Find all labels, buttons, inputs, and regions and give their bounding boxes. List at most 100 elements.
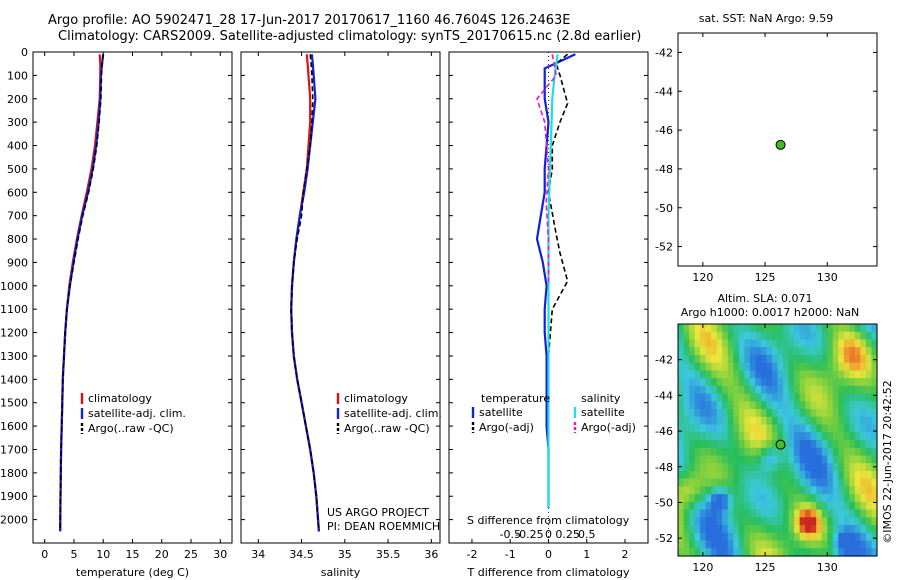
sla-cell: [755, 362, 762, 371]
sla-cell: [816, 370, 823, 379]
sla-cell: [810, 548, 817, 557]
sla-cell: [749, 501, 756, 511]
sla-cell: [749, 347, 756, 356]
sla-cell: [799, 455, 806, 464]
sla-cell: [783, 532, 790, 542]
sla-cell: [871, 548, 878, 557]
sla-cell: [783, 347, 790, 356]
sla-cell: [821, 548, 828, 557]
sla-cell: [799, 478, 806, 487]
sla-cell: [766, 331, 773, 341]
sla-cell: [777, 370, 784, 379]
sla-cell: [794, 447, 801, 457]
sla-cell: [749, 324, 756, 333]
sla-cell: [794, 532, 801, 542]
sla-cell: [821, 501, 828, 511]
depth-tick-label-8: 800: [7, 233, 28, 246]
sla-cell: [854, 331, 862, 341]
sla-cell: [716, 354, 723, 364]
sla-cell: [860, 385, 867, 395]
sla-cell: [799, 463, 806, 472]
sla-cell: [821, 401, 828, 410]
salinity-frame: [240, 51, 441, 544]
sla-cell: [832, 416, 839, 426]
sla-cell: [722, 532, 729, 542]
sla-cell: [843, 478, 850, 487]
sla-cell: [749, 393, 756, 402]
sla-cell: [865, 486, 873, 495]
sla-cell: [832, 509, 839, 518]
sla-cell: [865, 416, 873, 426]
sla-cell: [678, 416, 685, 426]
sla-cell: [766, 416, 773, 426]
sla-cell: [854, 339, 862, 348]
sla-cell: [716, 339, 723, 348]
sla-cell: [705, 354, 712, 364]
sla-cell: [722, 393, 729, 402]
sla-cell: [760, 331, 768, 341]
depth-tick-label-2: 200: [7, 93, 28, 106]
sla-cell: [805, 486, 812, 495]
sla-cell: [788, 362, 795, 371]
sla-cell: [865, 440, 873, 449]
sla-cell: [816, 486, 823, 495]
sla-cell: [805, 532, 812, 542]
sla-cell: [689, 393, 696, 402]
sla-cell: [760, 548, 768, 557]
sla-cell: [794, 378, 801, 387]
sla-cell: [733, 362, 740, 371]
sla-cell: [771, 447, 779, 457]
sla-cell: [738, 470, 745, 480]
sla-cell: [766, 470, 773, 480]
sla-cell: [805, 455, 812, 464]
sla-cell: [843, 324, 850, 333]
sla-cell: [871, 447, 878, 457]
sla-cell: [832, 370, 839, 379]
sla-cell: [733, 424, 740, 433]
sla-cell: [716, 540, 723, 549]
sla-cell: [794, 401, 801, 410]
diff-legend-t-title: temperature: [481, 392, 550, 405]
sla-cell: [733, 455, 740, 464]
sla-cell: [832, 486, 839, 495]
sla-cell: [805, 447, 812, 457]
sla-cell: [683, 455, 690, 464]
sla-cell: [799, 324, 806, 333]
sla-cell: [810, 347, 817, 356]
difference-top-label: S difference from climatology: [467, 514, 630, 527]
sla-cell: [760, 540, 768, 549]
sst_map-ytick-label-5: -52: [655, 241, 673, 254]
sla-cell: [849, 416, 856, 426]
sla-cell: [727, 501, 734, 511]
sla-cell: [783, 447, 790, 457]
sla-cell: [827, 532, 834, 542]
sla-cell: [678, 362, 685, 371]
sla-cell: [821, 447, 828, 457]
sla-cell: [821, 347, 828, 356]
sla-cell: [832, 540, 839, 549]
sla-cell: [860, 339, 867, 348]
sla-cell: [799, 501, 806, 511]
sla-cell: [733, 331, 740, 341]
sla-cell: [860, 401, 867, 410]
sla-cell: [738, 424, 745, 433]
sla-cell: [816, 509, 823, 518]
sla_map-frame: [677, 323, 878, 557]
sla-cell: [705, 432, 712, 441]
sla-cell: [860, 370, 867, 379]
sla-cell: [799, 517, 806, 526]
sla-cell: [865, 455, 873, 464]
sla-cell: [700, 478, 707, 487]
sla-cell: [810, 463, 817, 472]
sla-cell: [783, 548, 790, 557]
sla-cell: [805, 339, 812, 348]
sla-cell: [854, 525, 862, 534]
sla-cell: [689, 478, 696, 487]
sla-cell: [738, 525, 745, 534]
sla-cell: [783, 324, 790, 333]
sla-cell: [678, 455, 685, 464]
sla-cell: [766, 385, 773, 395]
sla-cell: [783, 509, 790, 518]
sla-cell: [689, 525, 696, 534]
sla-cell: [727, 440, 734, 449]
